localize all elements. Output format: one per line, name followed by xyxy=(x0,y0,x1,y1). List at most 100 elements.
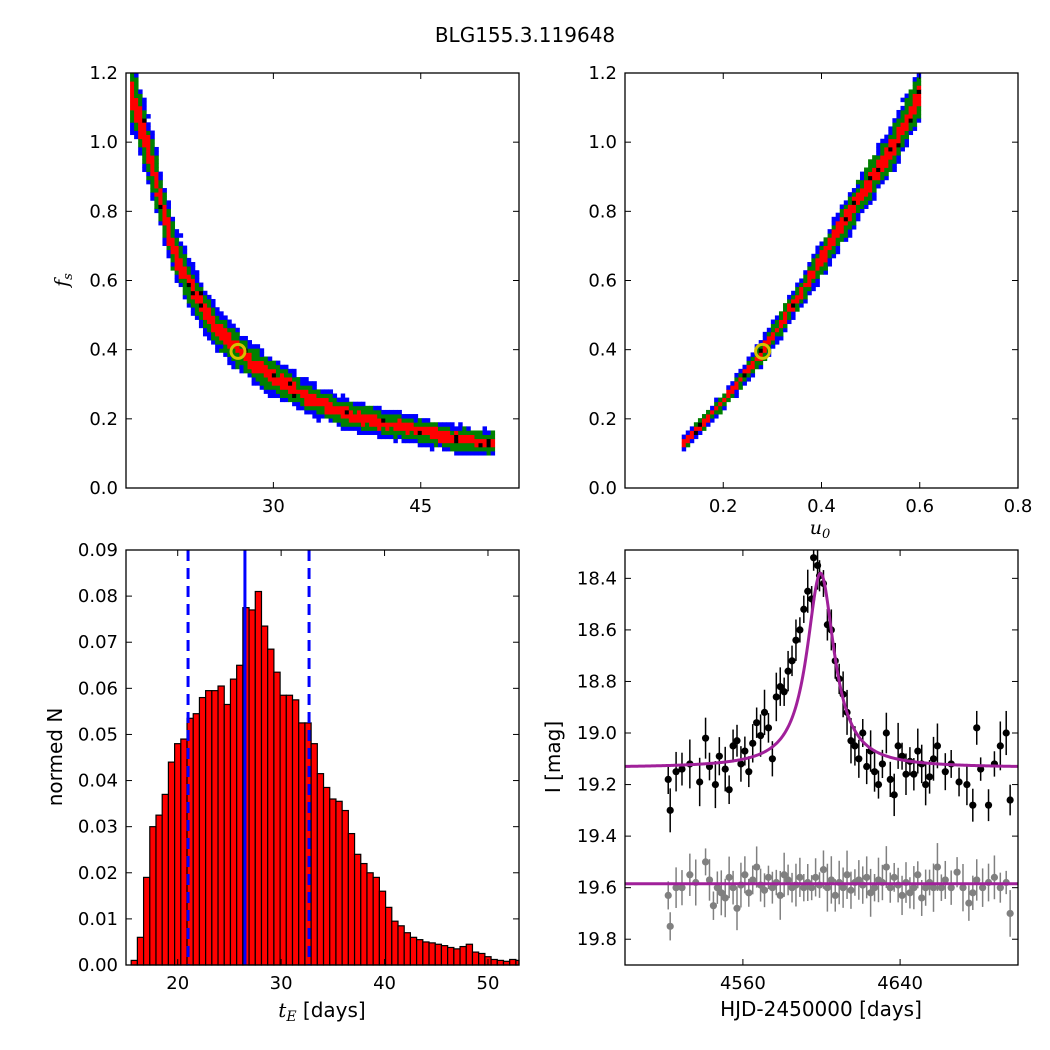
p2-cell xyxy=(876,179,881,185)
p2-cell xyxy=(714,414,719,419)
p2-cell xyxy=(778,319,784,325)
p2-cell xyxy=(778,323,784,329)
p2-cell xyxy=(746,360,751,366)
p1-cell xyxy=(211,303,216,308)
p1-cell xyxy=(401,438,406,444)
p1-cell xyxy=(470,434,475,440)
p2-cell xyxy=(851,192,857,197)
p2-cell xyxy=(864,196,869,201)
p1-cell xyxy=(288,377,293,382)
p1-cell xyxy=(134,126,139,131)
p2-cell xyxy=(876,155,881,160)
p2-cell xyxy=(803,298,808,304)
p1-cell xyxy=(308,389,313,394)
p2-cell xyxy=(774,335,780,341)
p1-cell xyxy=(446,446,451,452)
p1-cell xyxy=(150,151,155,156)
p1-cell xyxy=(178,274,184,279)
p1-cell xyxy=(365,405,370,411)
p1-cell xyxy=(170,262,176,267)
p2-cell xyxy=(864,192,869,197)
p2-cell xyxy=(693,426,699,431)
p2-cell xyxy=(750,368,756,374)
p1-ylabel: fs xyxy=(51,273,76,289)
p1-cell xyxy=(146,179,151,185)
p2-cell xyxy=(807,282,812,288)
p1-cell xyxy=(215,327,220,333)
p1-cell xyxy=(454,442,459,448)
p1-cell xyxy=(450,430,455,435)
p1-cell xyxy=(134,73,139,78)
p2-cell xyxy=(689,430,695,435)
p1-cell xyxy=(207,319,212,325)
p1-cell xyxy=(150,138,155,144)
p2-cell xyxy=(916,77,922,82)
p1-cell xyxy=(255,372,261,378)
p1-cell xyxy=(223,319,228,325)
p2-cell xyxy=(864,175,869,181)
p2-cell xyxy=(892,126,897,131)
p2-cell xyxy=(888,151,893,156)
p3-xlabel-rest: [days] xyxy=(297,998,366,1022)
p1-cell xyxy=(162,192,167,197)
p4-point xyxy=(969,889,977,897)
p1-cell xyxy=(239,360,244,366)
p3-bar xyxy=(471,951,480,966)
p1-cell xyxy=(178,262,184,267)
p4-point xyxy=(760,886,769,894)
p1-cell xyxy=(308,385,313,390)
p3-xlabel-main: t xyxy=(278,998,287,1022)
p4-point xyxy=(996,884,1004,892)
p2-cell xyxy=(916,118,922,123)
p2-cell xyxy=(722,397,727,403)
p2-cell xyxy=(807,262,812,267)
p1-cell xyxy=(328,389,334,394)
p1-cell xyxy=(263,368,269,374)
p1-cell xyxy=(490,451,496,456)
p2-cell xyxy=(892,155,897,160)
p2-cell xyxy=(847,204,853,209)
p1-cell xyxy=(134,118,139,123)
p1-cell xyxy=(296,377,301,382)
p2-cell xyxy=(884,159,889,164)
p2-cell xyxy=(872,171,877,177)
p2-cell xyxy=(855,204,861,209)
p2-cell xyxy=(916,105,922,111)
p1-cell xyxy=(162,220,167,226)
p2-axes-frame xyxy=(624,72,1019,489)
p1-cell xyxy=(320,409,325,415)
p3-bar xyxy=(192,713,201,966)
p1-cell xyxy=(231,327,236,333)
p2-cell xyxy=(778,315,784,320)
p1-cell xyxy=(275,360,281,366)
p2-cell xyxy=(900,130,905,136)
p2-cell xyxy=(876,167,881,173)
p1-cell xyxy=(365,418,370,423)
p1-cell xyxy=(409,434,415,440)
p2-cell xyxy=(762,331,768,337)
p2-cell xyxy=(795,286,800,292)
p1-cell xyxy=(442,434,447,440)
p2-cell xyxy=(799,294,804,300)
p1-cell xyxy=(316,393,321,399)
p1-cell xyxy=(369,414,374,419)
p1-cell xyxy=(446,438,451,444)
p1-cell xyxy=(300,385,305,390)
p2-cell xyxy=(843,208,849,214)
p1-cell xyxy=(328,405,334,411)
p1-cell xyxy=(336,418,342,423)
p1-cell xyxy=(413,418,419,423)
p1-xtick-label: 45 xyxy=(409,496,432,517)
p2-cell xyxy=(864,179,869,185)
p1-cell xyxy=(263,381,269,386)
p1-cell xyxy=(312,409,317,415)
p1-cell xyxy=(401,430,406,435)
p1-cell xyxy=(356,422,362,427)
p2-cell xyxy=(855,212,861,218)
p4-point xyxy=(753,719,761,727)
p4-point xyxy=(664,891,672,900)
p3-bar xyxy=(409,936,418,966)
p4-ytick-label: 18.4 xyxy=(577,568,617,589)
p2-cell xyxy=(787,294,792,300)
p1-ytick-label: 1.0 xyxy=(89,132,118,153)
